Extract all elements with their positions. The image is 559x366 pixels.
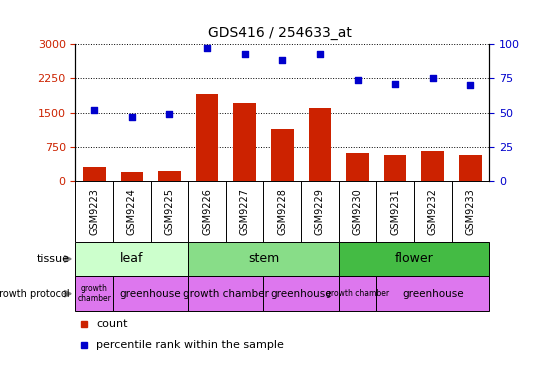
Text: GSM9225: GSM9225 (164, 188, 174, 235)
Bar (188, 276, 263, 311)
Point (278, 57, 287, 63)
Point (165, 111, 174, 117)
Text: GSM9227: GSM9227 (240, 188, 250, 235)
Point (127, 114, 136, 120)
Text: tissue: tissue (37, 254, 70, 264)
Text: GSM9230: GSM9230 (353, 188, 362, 235)
Text: GSM9232: GSM9232 (428, 188, 438, 235)
Point (428, 75, 437, 81)
Text: GSM9233: GSM9233 (465, 188, 475, 235)
Text: flower: flower (395, 253, 433, 265)
Bar (113, 276, 188, 311)
Text: GSM9226: GSM9226 (202, 188, 212, 235)
Bar (75, 276, 113, 311)
Bar (121, 172, 143, 181)
Bar (309, 108, 331, 181)
Bar (83, 168, 106, 181)
Point (391, 81, 400, 87)
Text: GDS416 / 254633_at: GDS416 / 254633_at (207, 26, 352, 40)
Bar (384, 154, 406, 181)
Text: GSM9229: GSM9229 (315, 188, 325, 235)
Text: stem: stem (248, 253, 279, 265)
Text: greenhouse: greenhouse (271, 289, 332, 299)
Bar (271, 128, 293, 181)
Point (466, 82, 475, 88)
Bar (196, 94, 219, 181)
Text: growth protocol: growth protocol (0, 289, 70, 299)
Text: greenhouse: greenhouse (402, 289, 463, 299)
Text: GSM9228: GSM9228 (277, 188, 287, 235)
Bar (234, 103, 256, 181)
Text: greenhouse: greenhouse (120, 289, 182, 299)
Bar (339, 242, 489, 276)
Bar (346, 153, 369, 181)
Point (90, 107, 99, 113)
Point (240, 51, 249, 56)
Point (353, 77, 362, 83)
Bar (158, 171, 181, 181)
Text: leaf: leaf (120, 253, 144, 265)
Text: GSM9223: GSM9223 (89, 188, 100, 235)
Text: growth
chamber: growth chamber (77, 284, 111, 303)
Point (315, 51, 324, 56)
Bar (75, 242, 188, 276)
Bar (376, 276, 489, 311)
Text: growth chamber: growth chamber (183, 289, 269, 299)
Bar (459, 154, 482, 181)
Text: GSM9224: GSM9224 (127, 188, 137, 235)
Text: GSM9231: GSM9231 (390, 188, 400, 235)
Bar (339, 276, 376, 311)
Point (202, 45, 211, 51)
Text: percentile rank within the sample: percentile rank within the sample (96, 340, 284, 350)
Bar (421, 152, 444, 181)
Text: growth chamber: growth chamber (326, 289, 389, 298)
Bar (263, 276, 339, 311)
Bar (188, 242, 339, 276)
Text: count: count (96, 320, 127, 329)
